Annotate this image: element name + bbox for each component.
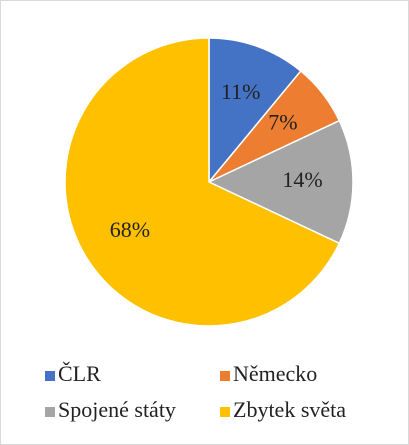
legend-marker: [45, 407, 55, 417]
legend-label: Spojené státy: [58, 397, 176, 422]
data-label: 7%: [268, 110, 297, 135]
pie-slice: [207, 119, 354, 245]
pie-slice: [208, 37, 302, 185]
pie-slice: [64, 37, 341, 327]
data-label: 11%: [221, 79, 261, 104]
legend-label: Německo: [233, 361, 317, 386]
legend-marker: [220, 407, 230, 417]
data-label: 14%: [282, 167, 322, 192]
legend-marker: [45, 371, 55, 381]
legend-label: Zbytek světa: [233, 397, 346, 422]
legend-label: ČLR: [58, 361, 101, 386]
legend-marker: [220, 371, 230, 381]
data-label: 68%: [110, 217, 150, 242]
